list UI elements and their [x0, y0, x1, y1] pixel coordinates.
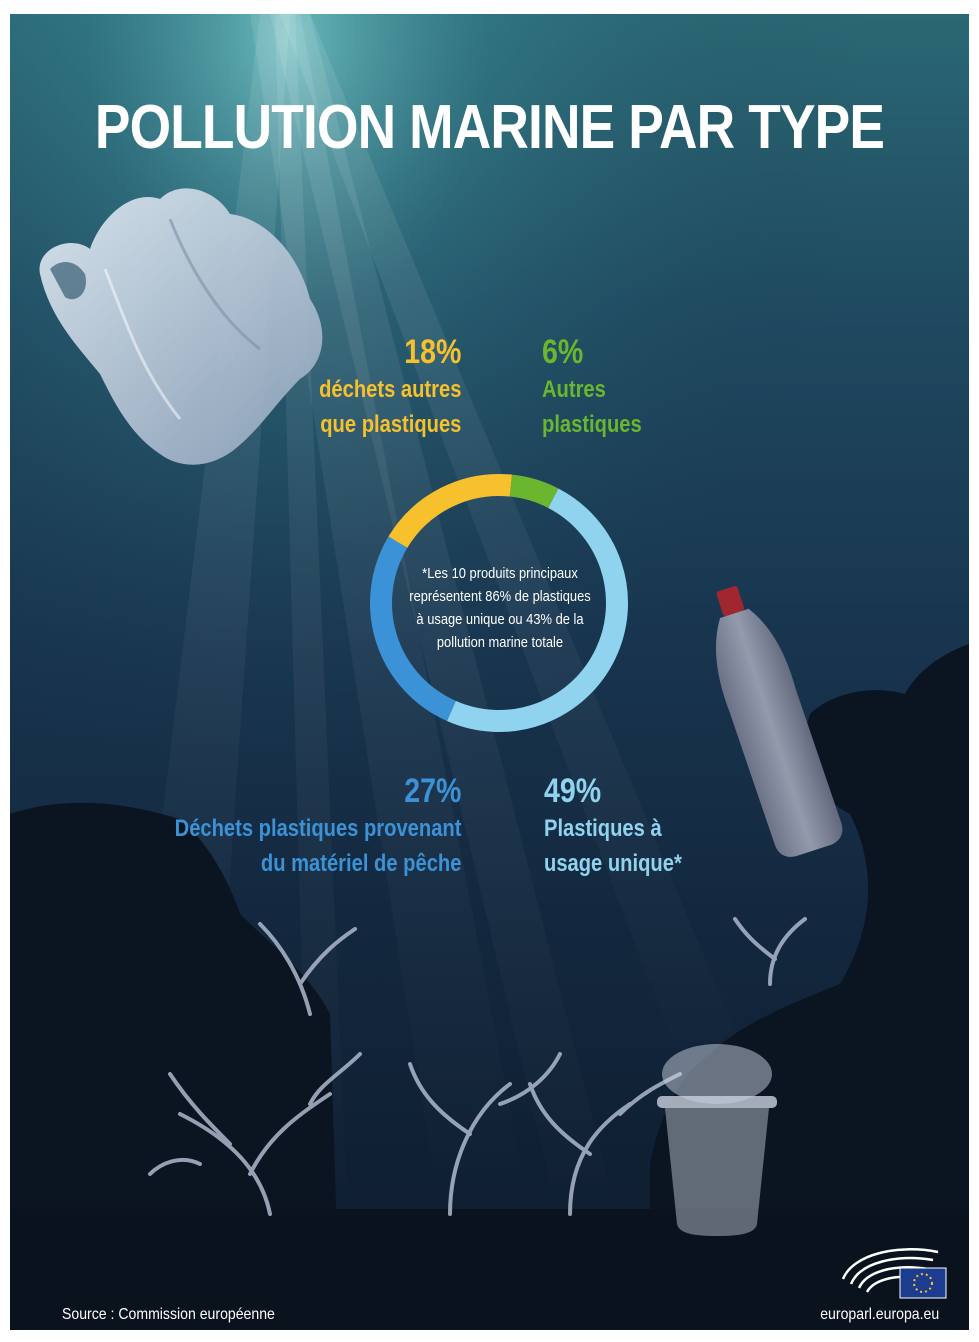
desc-single-use-plastics-1: Plastiques à — [544, 815, 662, 842]
label-other-plastics: 6% Autres plastiques — [542, 332, 642, 442]
label-fishing-gear: 27% Déchets plastiques provenant du maté… — [174, 771, 461, 881]
center-note-line-1: *Les 10 produits principaux — [422, 565, 578, 582]
source-credit: Source : Commission européenne — [62, 1306, 275, 1323]
desc-fishing-gear-2: du matériel de pêche — [260, 850, 461, 877]
ocean-scene — [10, 14, 969, 1330]
label-non-plastic-waste: 18% déchets autres que plastiques — [319, 332, 461, 442]
donut-segment-other-plastics — [509, 474, 559, 509]
infographic-poster: POLLUTION MARINE PAR TYPE 18% déchets au… — [10, 14, 969, 1330]
desc-other-plastics-2: plastiques — [542, 411, 642, 438]
donut-chart — [370, 474, 628, 732]
center-note-line-2: représentent 86% de plastiques — [409, 588, 591, 605]
desc-non-plastic-waste-1: déchets autres — [318, 376, 461, 403]
center-note-line-4: pollution marine totale — [436, 634, 564, 651]
plastic-bottle-icon — [716, 586, 843, 857]
donut-segment-fishing-gear — [370, 536, 457, 722]
label-single-use-plastics: 49% Plastiques à usage unique* — [544, 771, 682, 881]
desc-non-plastic-waste-2: que plastiques — [319, 411, 461, 438]
plastic-cup-icon — [657, 1044, 777, 1236]
pct-single-use-plastics: 49% — [544, 772, 602, 810]
center-note-line-3: à usage unique ou 43% de la — [416, 611, 584, 628]
site-url[interactable]: europarl.europa.eu — [820, 1306, 939, 1323]
plastic-bag-icon — [39, 188, 323, 465]
pct-other-plastics: 6% — [542, 333, 584, 371]
seabed-rocks — [10, 644, 969, 1330]
coral-icon — [148, 917, 807, 1216]
european-parliament-logo-icon — [841, 1248, 947, 1299]
page-title: POLLUTION MARINE PAR TYPE — [94, 93, 885, 162]
desc-fishing-gear-1: Déchets plastiques provenant — [174, 815, 461, 842]
donut-center-note: *Les 10 produits principaux représentent… — [405, 562, 594, 654]
donut-segment-non-plastic-waste — [388, 474, 513, 549]
pct-non-plastic-waste: 18% — [403, 333, 461, 371]
desc-single-use-plastics-2: usage unique* — [544, 850, 682, 877]
pct-fishing-gear: 27% — [403, 772, 461, 810]
donut-segment-single-use-plastics — [446, 488, 628, 732]
desc-other-plastics-1: Autres — [542, 376, 606, 403]
